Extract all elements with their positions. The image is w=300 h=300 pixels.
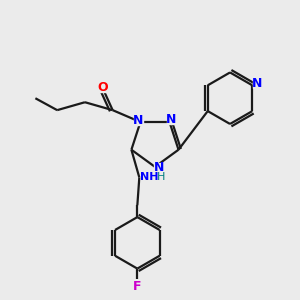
Text: N: N: [133, 114, 144, 127]
Text: F: F: [133, 280, 142, 293]
Bar: [98, 82, 107, 92]
Text: H: H: [157, 172, 165, 182]
Bar: [134, 115, 143, 125]
Text: N: N: [252, 77, 262, 90]
Bar: [167, 114, 176, 124]
Text: N: N: [154, 161, 164, 174]
Text: NH: NH: [140, 172, 158, 182]
Text: N: N: [166, 112, 177, 126]
Bar: [154, 163, 164, 173]
Bar: [141, 172, 157, 182]
Bar: [133, 281, 142, 291]
Bar: [253, 78, 262, 88]
Text: O: O: [98, 81, 108, 94]
